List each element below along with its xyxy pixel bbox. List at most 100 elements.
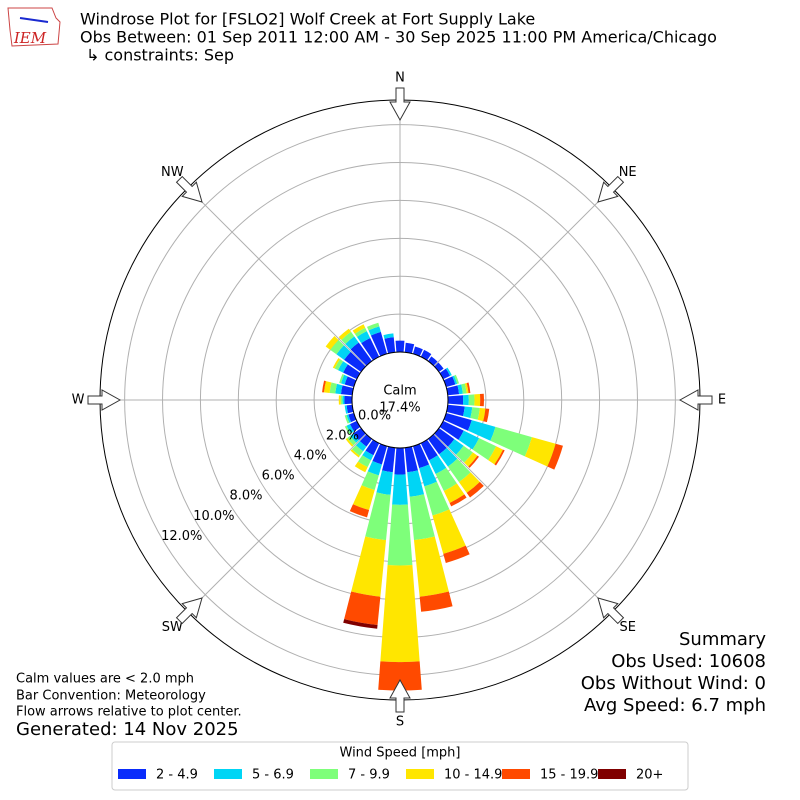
- bar-segment: [470, 407, 480, 420]
- bar-segment: [428, 434, 447, 455]
- grid-spoke: [433, 433, 613, 613]
- bar-segment: [524, 437, 556, 467]
- bar-segment: [439, 420, 464, 440]
- legend-title: Wind Speed [mph]: [340, 746, 461, 761]
- bar-segment: [384, 337, 396, 354]
- bar-segment: [413, 536, 449, 597]
- flow-arrow: [597, 175, 625, 203]
- bar-segment: [349, 504, 370, 518]
- bar-segment: [447, 395, 464, 405]
- r-tick-label: 8.0%: [229, 489, 262, 504]
- bar-segment: [464, 382, 469, 394]
- bar-segment: [458, 472, 480, 493]
- calm-circle: [351, 351, 449, 449]
- flow-arrow: [389, 678, 411, 713]
- bar-segment: [428, 356, 438, 366]
- bar-segment: [354, 461, 368, 473]
- bar-segment: [454, 374, 459, 384]
- note: Flow arrows relative to plot center.: [16, 705, 242, 720]
- bar-segment: [407, 470, 425, 497]
- bar-segment: [340, 385, 354, 396]
- bar-segment: [359, 434, 372, 447]
- bar-segment: [376, 470, 393, 495]
- logo: IEM: [7, 7, 61, 47]
- generated: Generated: 14 Nov 2025: [16, 719, 239, 740]
- bar-segment: [395, 340, 405, 353]
- bar-segment: [449, 494, 467, 507]
- bar-segment: [370, 331, 388, 357]
- bar-segment: [344, 415, 350, 424]
- bar-segment: [351, 536, 387, 597]
- bar-segment: [435, 467, 457, 492]
- bar-segment: [429, 455, 447, 474]
- bar-segment: [350, 342, 372, 366]
- legend-swatch: [310, 769, 338, 779]
- direction-label: SW: [162, 620, 183, 635]
- direction-label: SE: [619, 620, 635, 635]
- flow-arrow: [678, 389, 713, 411]
- bar-segment: [458, 430, 480, 450]
- bar-segment: [336, 345, 351, 360]
- bar-segment: [365, 492, 391, 541]
- bar-segment: [323, 381, 332, 393]
- legend-swatch: [598, 769, 626, 779]
- grid-spoke: [187, 187, 367, 367]
- chart-title: Windrose Plot for [FSLO2] Wolf Creek at …: [80, 10, 535, 29]
- r-tick-label: 0.0%: [358, 408, 391, 423]
- direction-label: NW: [161, 165, 184, 180]
- bar-segment: [412, 443, 430, 469]
- bar-segment: [468, 394, 475, 406]
- bar-segment: [338, 395, 341, 405]
- bar-segment: [342, 395, 345, 405]
- bar-segment: [347, 435, 357, 446]
- r-tick-label: 12.0%: [161, 529, 202, 544]
- bar-segment: [483, 408, 490, 423]
- bar-segment: [394, 447, 406, 475]
- bar-segment: [419, 464, 437, 487]
- flow-arrow: [175, 175, 203, 203]
- bar-segment: [344, 395, 353, 405]
- constraints: ↳ constraints: Sep: [86, 46, 234, 65]
- bar-segment: [325, 336, 339, 350]
- bar-segment: [344, 405, 348, 414]
- bar-segment: [443, 412, 472, 431]
- bar-segment: [468, 455, 479, 468]
- bar-segment: [362, 450, 374, 461]
- legend-swatch: [214, 769, 242, 779]
- bar-segment: [329, 382, 337, 394]
- bar-segment: [490, 426, 532, 457]
- r-tick-label: 4.0%: [294, 449, 327, 464]
- bar-segment: [378, 661, 422, 691]
- legend-label: 2 - 4.9: [156, 768, 198, 783]
- bar-segment: [446, 404, 465, 417]
- bar-segment: [443, 545, 470, 563]
- bar-segment: [344, 591, 381, 625]
- r-tick-label: 6.0%: [262, 469, 295, 484]
- legend-box: [111, 741, 689, 791]
- bar-segment: [350, 449, 360, 458]
- bar-segment: [343, 364, 361, 380]
- legend-swatch: [502, 769, 530, 779]
- bar-segment: [340, 395, 343, 405]
- legend-label: 5 - 6.9: [252, 768, 294, 783]
- bar-segment: [351, 445, 364, 456]
- bar-segment: [420, 439, 438, 461]
- direction-label: E: [718, 393, 726, 408]
- bar-segment: [382, 446, 396, 473]
- summary-line: Obs Used: 10608: [611, 651, 766, 672]
- bar-segment: [361, 471, 379, 490]
- bar-segment: [352, 324, 366, 334]
- bar-segment: [387, 504, 413, 566]
- bar-segment: [447, 458, 471, 483]
- bar-segment: [466, 481, 484, 498]
- bar-segment: [477, 407, 486, 422]
- bar-segment: [345, 336, 359, 350]
- bar-segment: [467, 420, 496, 441]
- legend-label: 10 - 14.9: [444, 768, 502, 783]
- bar-segment: [368, 326, 381, 336]
- bar-segment: [337, 361, 348, 373]
- bar-segment: [341, 374, 348, 385]
- flow-arrow: [87, 389, 122, 411]
- bar-segment: [346, 414, 352, 423]
- bar-segment: [445, 367, 452, 376]
